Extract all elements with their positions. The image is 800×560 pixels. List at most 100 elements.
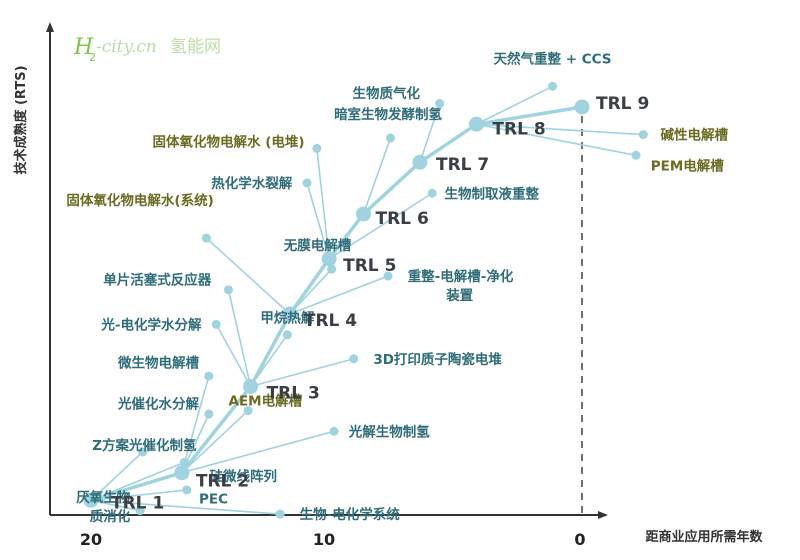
technology-node bbox=[243, 406, 253, 416]
x-tick-label-0: 0 bbox=[574, 530, 585, 549]
trl-nodes bbox=[83, 99, 590, 508]
watermark-logo: H 2 -city.cn 氢能网 bbox=[73, 35, 221, 64]
connector-line bbox=[328, 192, 433, 260]
connector-line bbox=[419, 103, 441, 163]
technology-label-line2: 质消化 bbox=[90, 508, 131, 525]
technology-label: 甲烷热解 bbox=[260, 309, 314, 326]
technology-label: 生物制取液重整 bbox=[445, 185, 540, 202]
technology-nodes bbox=[135, 81, 648, 519]
trl-node bbox=[412, 154, 428, 170]
technology-node bbox=[138, 447, 148, 457]
trl-node bbox=[356, 206, 372, 222]
trl-label: TRL 5 bbox=[343, 256, 396, 276]
technology-label: Z方案光催化制氢 bbox=[92, 437, 197, 454]
connector-line bbox=[90, 451, 144, 501]
technology-node bbox=[204, 371, 214, 381]
connector-line bbox=[90, 489, 187, 502]
connector-line bbox=[306, 182, 330, 260]
trl-node bbox=[243, 378, 259, 394]
trl-label: TRL 8 bbox=[492, 119, 545, 139]
trl-node bbox=[83, 492, 99, 508]
connector-line bbox=[250, 358, 354, 388]
technology-node bbox=[435, 99, 445, 109]
trl-node bbox=[574, 99, 590, 115]
connector-line bbox=[476, 123, 644, 136]
technology-node bbox=[427, 188, 437, 198]
technology-node bbox=[223, 285, 233, 295]
connector-line bbox=[205, 237, 291, 315]
technology-label: 无膜电解槽 bbox=[283, 237, 352, 254]
technology-label: PEC bbox=[199, 492, 228, 508]
technology-node bbox=[548, 81, 558, 91]
connector-line bbox=[316, 148, 330, 259]
technology-label: 硅微线阵列 bbox=[209, 468, 277, 485]
connector-line bbox=[227, 289, 252, 387]
connector-line bbox=[362, 137, 392, 215]
technology-labels: 天然气重整 + CCS 碱性电解槽 PEM电解槽 生物质气化暗室生物发酵制氢固体氧化物… bbox=[66, 51, 728, 525]
watermark-sub: 2 bbox=[89, 51, 96, 64]
trl-label: TRL 7 bbox=[436, 155, 489, 175]
x-axis-title: 距商业应用所需年数 bbox=[645, 529, 763, 545]
technology-label: PEM电解槽 bbox=[651, 158, 725, 175]
technology-label: 微生物电解槽 bbox=[117, 354, 199, 371]
technology-label: 固体氧化物电解水(系统) bbox=[66, 192, 213, 209]
technology-label: 光催化水分解 bbox=[117, 396, 199, 413]
technology-node bbox=[383, 271, 393, 281]
technology-label: 固体氧化物电解水 (电堆) bbox=[153, 134, 305, 151]
technology-label: 重整-电解槽-净化 bbox=[408, 268, 514, 285]
connector-line bbox=[215, 323, 252, 387]
trl-node bbox=[468, 116, 484, 132]
technology-node bbox=[302, 178, 312, 188]
trl-label: TRL 4 bbox=[304, 311, 357, 331]
technology-label: 厌氧生物 bbox=[76, 489, 130, 506]
trl-node bbox=[321, 251, 337, 267]
connector-lines bbox=[90, 85, 644, 515]
connector-line bbox=[289, 275, 389, 315]
technology-node bbox=[182, 485, 192, 495]
technology-node bbox=[211, 319, 221, 329]
technology-node bbox=[349, 354, 359, 364]
technology-label: AEM电解槽 bbox=[229, 392, 303, 409]
technology-label: 3D打印质子陶瓷电堆 bbox=[373, 351, 502, 368]
connector-line bbox=[90, 499, 141, 512]
x-tick-label-10: 10 bbox=[313, 530, 335, 549]
technology-node bbox=[327, 264, 337, 274]
technology-node bbox=[275, 509, 285, 519]
trl-label: TRL 6 bbox=[376, 209, 429, 229]
watermark-h: H bbox=[73, 35, 94, 60]
trl-label: TRL 9 bbox=[596, 94, 649, 114]
technology-node bbox=[329, 426, 339, 436]
connector-line bbox=[181, 430, 335, 474]
connector-line bbox=[181, 375, 210, 473]
trl-label: TRL 1 bbox=[111, 493, 164, 513]
technology-node bbox=[638, 130, 648, 140]
trl-label: TRL 3 bbox=[267, 383, 320, 403]
technology-label: 天然气重整 + CCS bbox=[494, 51, 612, 68]
technology-node bbox=[282, 330, 292, 340]
technology-label: 暗室生物发酵制氢 bbox=[334, 106, 442, 123]
y-axis-title: 技术成熟度 (RTS) bbox=[13, 65, 29, 174]
technology-label: 碱性电解槽 bbox=[661, 127, 729, 144]
connector-line bbox=[90, 499, 281, 515]
technology-node bbox=[135, 506, 145, 516]
connector-line bbox=[476, 85, 553, 125]
technology-node bbox=[386, 133, 396, 143]
technology-node bbox=[179, 457, 189, 467]
technology-label: 生物质气化 bbox=[352, 85, 420, 102]
technology-node bbox=[201, 233, 211, 243]
technology-label: 单片活塞式反应器 bbox=[103, 272, 211, 289]
technology-label: 热化学水裂解 bbox=[211, 175, 292, 192]
connector-line bbox=[476, 123, 637, 157]
technology-node bbox=[204, 409, 214, 419]
technology-label: 光-电化学水分解 bbox=[100, 316, 202, 333]
trl-node bbox=[174, 465, 190, 481]
technology-node bbox=[312, 143, 322, 153]
x-tick-label-20: 20 bbox=[80, 530, 102, 549]
technology-label-line2: 装置 bbox=[445, 287, 473, 304]
watermark-domain: -city.cn bbox=[96, 37, 157, 57]
technology-label: 光解生物制氢 bbox=[348, 423, 430, 440]
watermark-cjk: 氢能网 bbox=[170, 37, 221, 57]
